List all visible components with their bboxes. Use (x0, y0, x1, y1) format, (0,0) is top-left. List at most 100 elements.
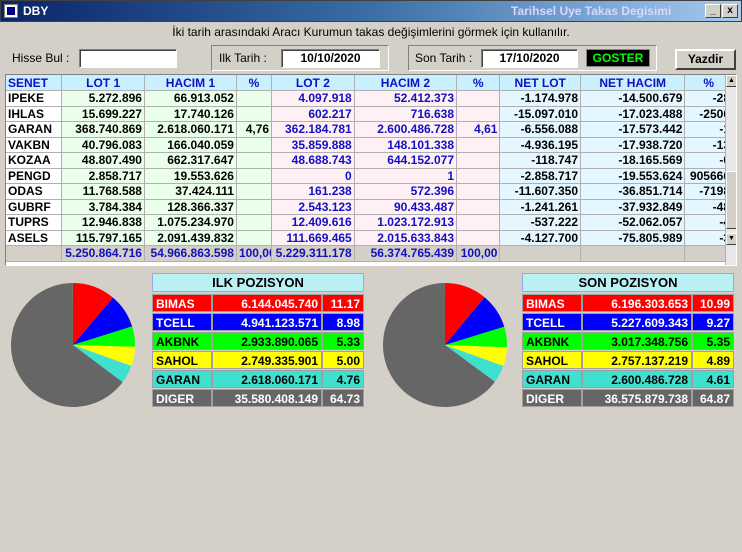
grid-cell (236, 106, 273, 122)
position-value: 35.580.408.149 (212, 389, 322, 407)
position-percent: 11.17 (322, 294, 364, 312)
table-row[interactable]: PENGD 2.858.717 19.553.626 0 1 -2.858.717 -19.… (6, 168, 733, 184)
window-subtitle: Tarihsel Uye Takas Degisimi (511, 4, 672, 18)
grid-header-cell[interactable]: % (236, 75, 273, 91)
grid-cell (456, 183, 501, 200)
grid-cell: 12.946.838 (61, 214, 145, 231)
pie-slice-akbnk (73, 326, 135, 347)
son-tarih-label: Son Tarih : (415, 51, 473, 65)
grid-cell: 19.553.626 (144, 168, 237, 184)
grid-cell: 5.272.896 (61, 90, 145, 107)
symbol-cell: GUBRF (6, 199, 63, 215)
grid-cell: -37.932.849 (580, 199, 686, 215)
grid-header-row: SENET LOT 1 HACIM 1% LOT 2 HACIM 2% NET LOT NE… (6, 75, 733, 91)
goster-button[interactable]: GOSTER (586, 49, 650, 67)
scroll-thumb[interactable] (726, 171, 736, 229)
position-symbol: GARAN (152, 370, 212, 388)
position-value: 2.933.890.065 (212, 332, 322, 350)
position-percent: 9.27 (692, 313, 734, 331)
table-row[interactable]: GUBRF 3.784.384 128.366.337 2.543.123 90.433… (6, 199, 733, 215)
ilk-pozisyon-pie-chart (10, 283, 135, 407)
ilk-tarih-field[interactable]: 10/10/2020 (281, 49, 380, 68)
grid-header-cell[interactable]: NET LOT (499, 75, 582, 91)
grid-header-cell[interactable]: SENET (6, 75, 63, 91)
table-row[interactable]: ASELS 115.797.165 2.091.439.832 111.669.465… (6, 230, 733, 246)
grid-vertical-scrollbar[interactable]: ▲ ▼ (725, 75, 736, 265)
son-tarih-field[interactable]: 17/10/2020 (481, 49, 578, 68)
hisse-search-input[interactable] (79, 49, 177, 68)
table-row[interactable]: GARAN 368.740.869 2.618.060.171 4,76 362.184… (6, 121, 733, 138)
position-row: SAHOL 2.749.335.901 5.00 (152, 351, 364, 369)
position-value: 2.618.060.171 (212, 370, 322, 388)
grid-cell: 3.784.384 (61, 199, 145, 215)
grid-cell: -36.851.714 (580, 183, 686, 200)
son-pozisyon-title: SON POZISYON (522, 273, 734, 292)
grid-cell: 572.396 (354, 183, 458, 200)
position-value: 2.757.137.219 (582, 351, 692, 369)
grid-header-cell[interactable]: % (684, 75, 733, 91)
position-row: TCELL 5.227.609.343 9.27 (522, 313, 734, 331)
minimize-button[interactable]: _ (705, 4, 721, 18)
grid-header-cell[interactable]: HACIM 2 (354, 75, 458, 91)
position-symbol: AKBNK (522, 332, 582, 350)
pie-slice-sahol (73, 345, 135, 366)
total-cell: 56.374.765.439 (354, 245, 458, 262)
grid-header-cell[interactable]: % (456, 75, 501, 91)
grid-cell: 11.768.588 (61, 183, 145, 200)
table-row[interactable]: VAKBN 40.796.083 166.040.059 35.859.888 148.… (6, 137, 733, 153)
grid-cell (236, 90, 273, 107)
takas-grid[interactable]: SENET LOT 1 HACIM 1% LOT 2 HACIM 2% NET LOT NE… (5, 74, 737, 266)
grid-header-cell[interactable]: HACIM 1 (144, 75, 237, 91)
position-percent: 5.35 (692, 332, 734, 350)
position-symbol: DIGER (522, 389, 582, 407)
scroll-down-icon[interactable]: ▼ (726, 233, 736, 245)
grid-cell: -4.936.195 (499, 137, 582, 153)
yazdir-button[interactable]: Yazdir (675, 49, 736, 70)
grid-cell (456, 214, 501, 231)
symbol-cell: PENGD (6, 168, 63, 184)
grid-header-cell[interactable]: LOT 2 (271, 75, 355, 91)
grid-cell (456, 230, 501, 246)
grid-cell: 662.317.647 (144, 152, 237, 169)
position-row: TCELL 4.941.123.571 8.98 (152, 313, 364, 331)
table-row[interactable]: IHLAS 15.699.227 17.740.126 602.217 716.638 -… (6, 106, 733, 122)
grid-cell: 148.101.338 (354, 137, 458, 153)
close-button[interactable]: x (722, 4, 738, 18)
position-symbol: TCELL (152, 313, 212, 331)
grid-cell: -18.165.569 (580, 152, 686, 169)
grid-header-cell[interactable]: LOT 1 (61, 75, 145, 91)
grid-cell: 111.669.465 (271, 230, 355, 246)
position-symbol: SAHOL (522, 351, 582, 369)
table-row[interactable]: TUPRS 12.946.838 1.075.234.970 12.409.616 1.… (6, 214, 733, 231)
symbol-cell: VAKBN (6, 137, 63, 153)
grid-cell (456, 168, 501, 184)
grid-cell: -118.747 (499, 152, 582, 169)
son-pozisyon-table: SON POZISYON BIMAS 6.196.303.653 10.99 TCEL… (522, 273, 734, 408)
position-value: 5.227.609.343 (582, 313, 692, 331)
total-cell (499, 245, 582, 262)
grid-cell: -14.500.679 (580, 90, 686, 107)
scroll-up-icon[interactable]: ▲ (726, 75, 736, 87)
son-pozisyon-pie-chart (383, 283, 507, 407)
table-row[interactable]: KOZAA 48.807.490 662.317.647 48.688.743 644.… (6, 152, 733, 169)
position-percent: 10.99 (692, 294, 734, 312)
symbol-cell: IHLAS (6, 106, 63, 122)
grid-cell (456, 106, 501, 122)
window-title: DBY (23, 4, 49, 18)
grid-header-cell[interactable]: NET HACIM (580, 75, 686, 91)
pie-slice-bimas (73, 283, 114, 345)
total-cell: 54.966.863.598 (144, 245, 237, 262)
position-percent: 4.89 (692, 351, 734, 369)
symbol-cell: ASELS (6, 230, 63, 246)
total-cell (580, 245, 686, 262)
position-symbol: DIGER (152, 389, 212, 407)
grid-cell: 1 (354, 168, 458, 184)
son-tarih-group (408, 45, 657, 71)
position-percent: 4.61 (692, 370, 734, 388)
grid-cell: 48.688.743 (271, 152, 355, 169)
table-row[interactable]: ODAS 11.768.588 37.424.111 161.238 572.396 -1… (6, 183, 733, 200)
table-row[interactable]: IPEKE 5.272.896 66.913.052 4.097.918 52.412.… (6, 90, 733, 107)
grid-cell: -75.805.989 (580, 230, 686, 246)
grid-cell: 2.015.633.843 (354, 230, 458, 246)
pie-slice-garan (73, 345, 132, 383)
